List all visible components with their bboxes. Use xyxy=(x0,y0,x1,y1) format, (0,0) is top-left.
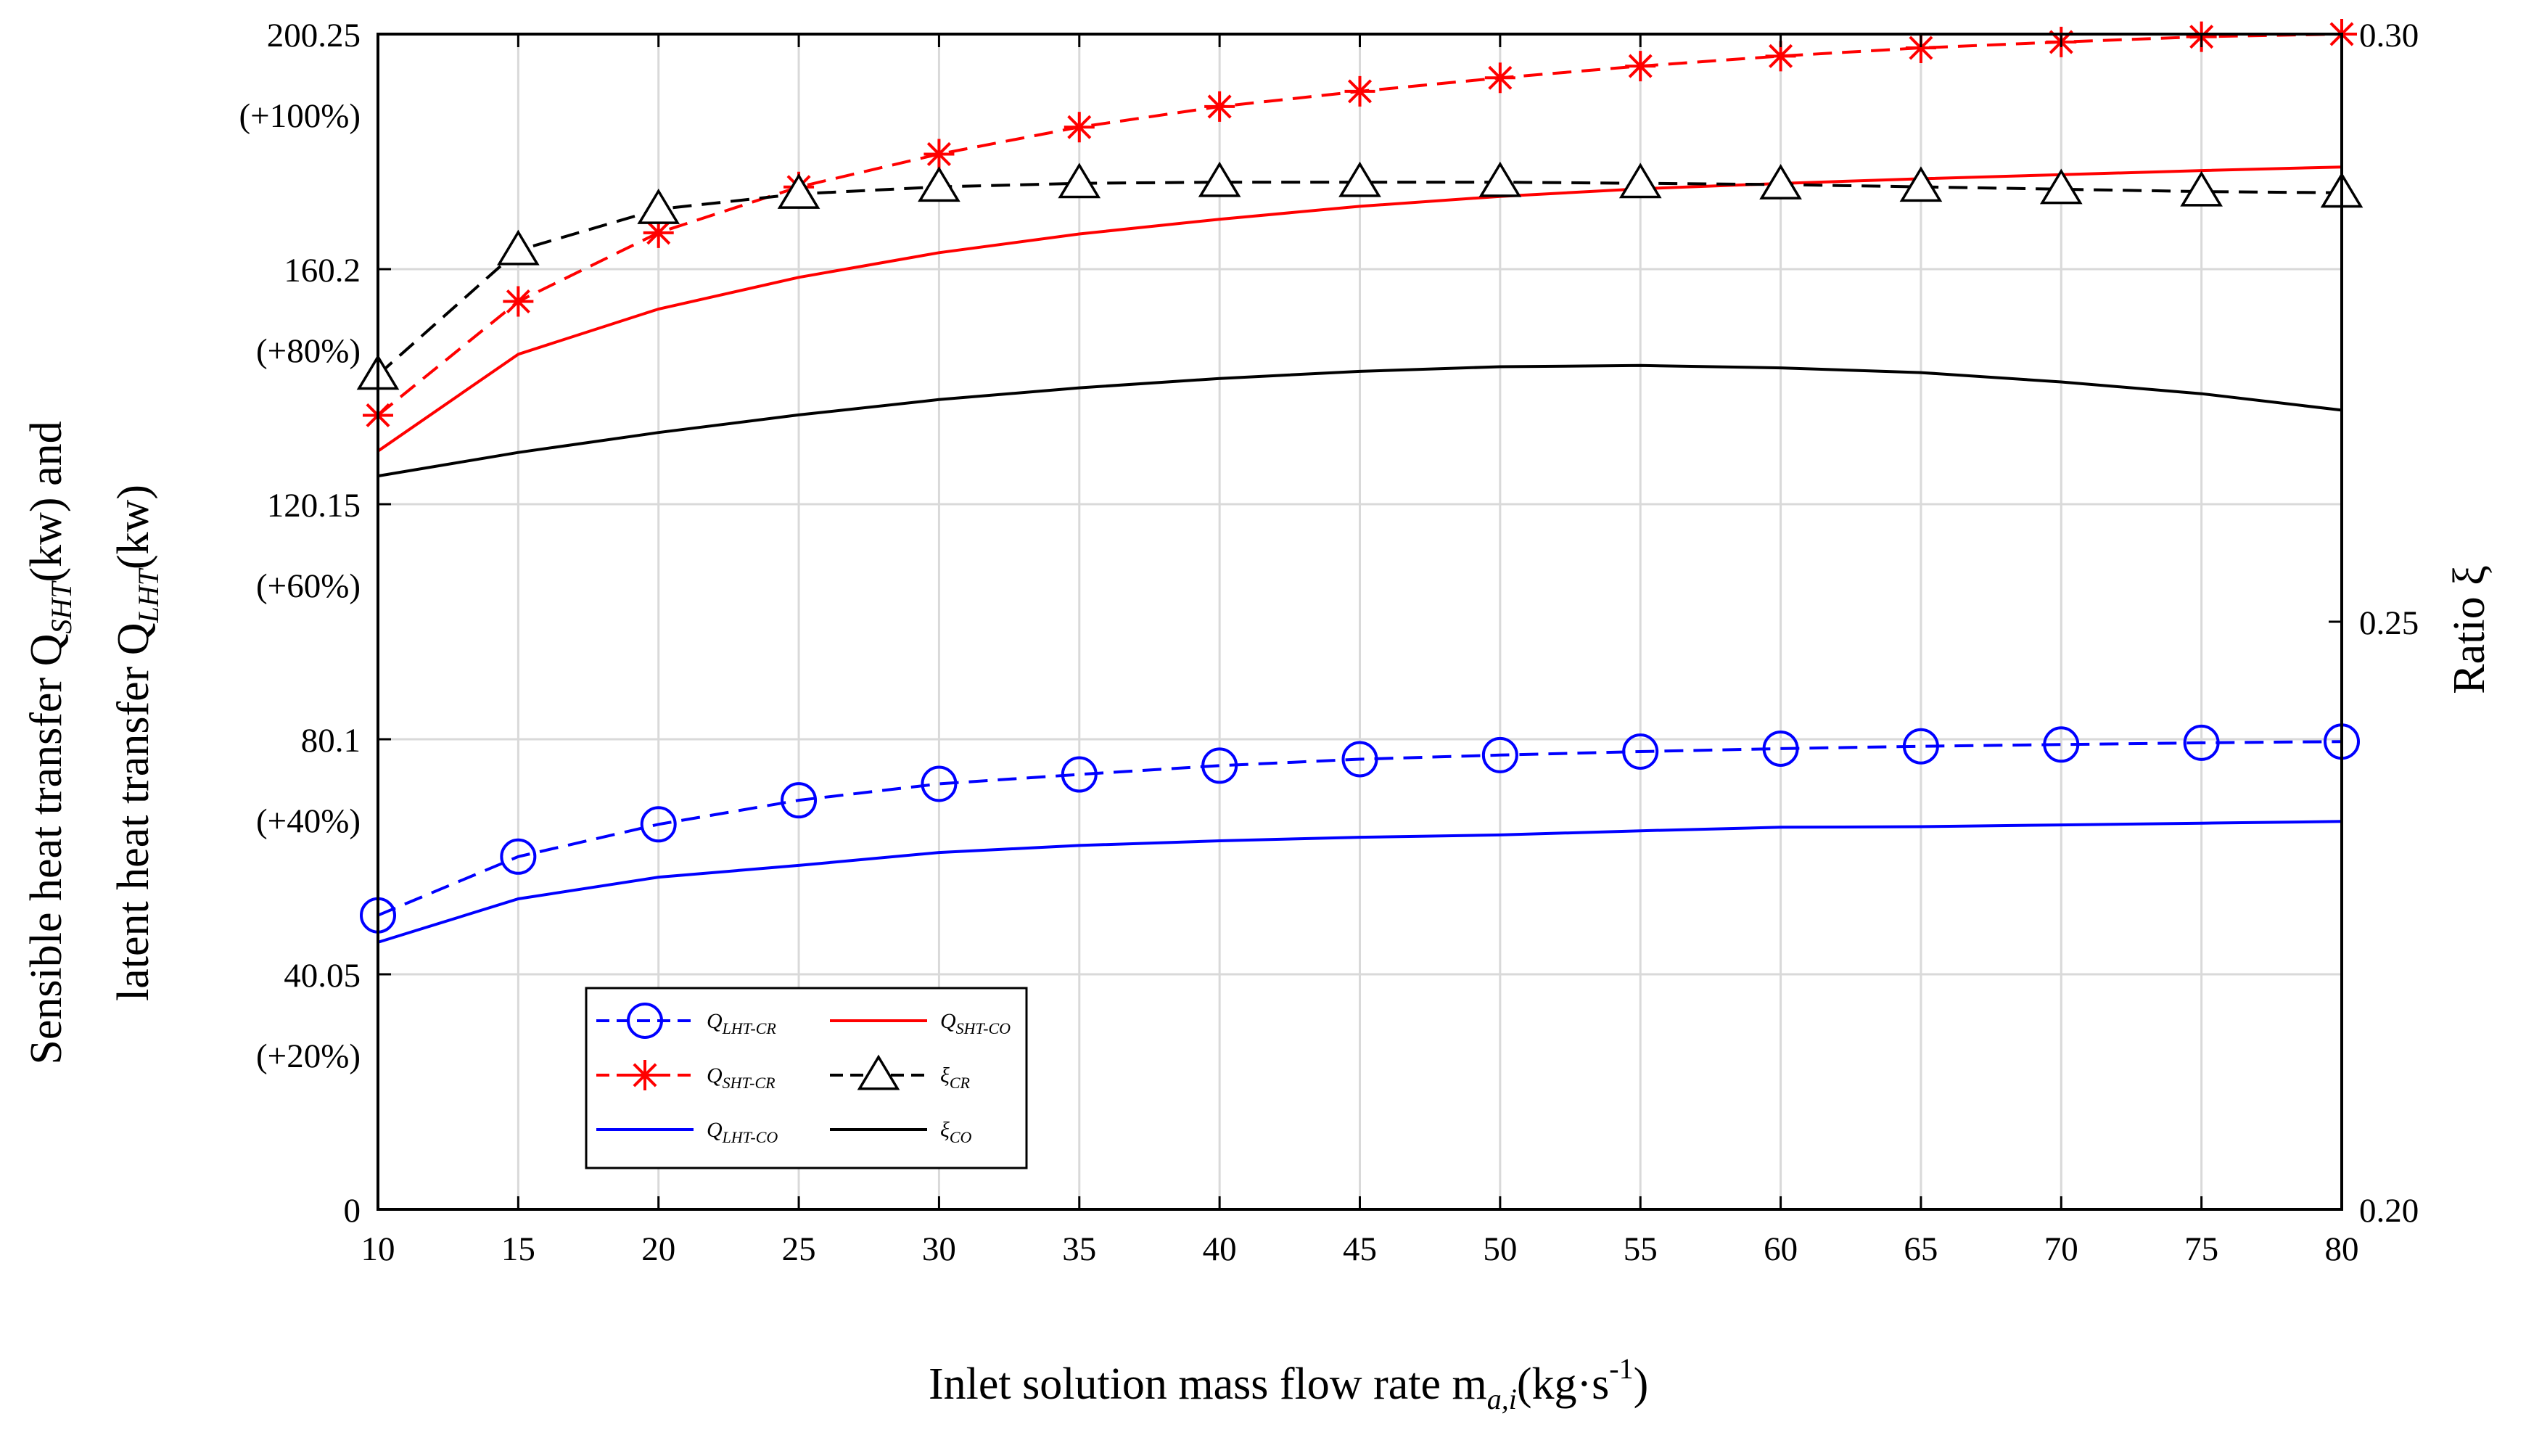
legend-label-xi_cr: ξCR xyxy=(940,1064,971,1092)
x-tick-label: 35 xyxy=(1062,1230,1096,1268)
legend-label-q_sht_co: QSHT-CO xyxy=(940,1009,1011,1037)
grid xyxy=(377,33,2343,1211)
legend-label-q_lht_cr: QLHT-CR xyxy=(707,1009,776,1037)
y-right-tick-label: 0.20 xyxy=(2359,1192,2419,1230)
y-left-tick-label: 40.05 xyxy=(284,957,361,995)
x-tick-label: 55 xyxy=(1624,1230,1658,1268)
data-point-q_lht_cr xyxy=(1201,747,1238,784)
y-left-tick-label: 160.2 xyxy=(284,252,361,289)
data-point-q_lht_cr xyxy=(640,806,677,843)
legend-marker-xi_cr xyxy=(857,1054,900,1090)
y-left-tick-percent: (+20%) xyxy=(256,1037,361,1075)
data-point-xi_cr xyxy=(2180,170,2223,207)
x-tick-label: 60 xyxy=(1764,1230,1798,1268)
legend-marker-q_sht_cr xyxy=(630,1060,660,1090)
data-point-q_lht_cr xyxy=(1762,730,1799,767)
x-tick-label: 30 xyxy=(922,1230,956,1268)
series-line-xi_cr xyxy=(377,181,2342,377)
data-point-q_lht_cr xyxy=(500,838,537,875)
data-point-q_lht_cr xyxy=(1622,733,1659,770)
data-point-q_sht_cr xyxy=(1064,112,1095,143)
y-left-tick-percent: (+80%) xyxy=(256,332,361,370)
data-point-q_sht_cr xyxy=(643,217,674,248)
legend: QLHT-CR QSHT-CO QSHT-CR ξCR QLHT-CO ξCO xyxy=(585,987,1028,1169)
y-left-title-line2: latent heat transfer QLHT(kw) xyxy=(109,485,165,1001)
y-left-tick-percent: (+100%) xyxy=(239,97,361,135)
data-point-q_sht_cr xyxy=(1625,51,1656,82)
data-point-xi_cr xyxy=(1899,166,1943,202)
legend-label-xi_co: ξCO xyxy=(940,1118,972,1146)
x-tick-label: 65 xyxy=(1904,1230,1938,1268)
x-tick-label: 80 xyxy=(2325,1230,2359,1268)
x-tick-label: 20 xyxy=(641,1230,675,1268)
data-point-q_lht_cr xyxy=(1902,728,1939,765)
y-left-tick-percent: (+60%) xyxy=(256,567,361,605)
data-point-xi_cr xyxy=(1058,163,1101,199)
tick-marks xyxy=(377,33,2343,1211)
data-point-xi_cr xyxy=(2039,168,2083,205)
data-point-xi_cr xyxy=(637,188,680,224)
data-point-q_lht_cr xyxy=(1061,756,1098,793)
data-point-xi_cr xyxy=(1478,161,1522,197)
data-point-xi_cr xyxy=(777,173,820,209)
data-point-q_lht_cr xyxy=(1341,741,1378,778)
data-point-xi_cr xyxy=(918,166,960,202)
data-point-xi_cr xyxy=(1198,161,1241,197)
legend-box xyxy=(585,987,1028,1169)
data-point-xi_cr xyxy=(1618,163,1662,199)
y-left-tick-label: 0 xyxy=(344,1192,361,1230)
data-point-q_lht_cr xyxy=(2183,724,2220,761)
legend-marker-q_lht_cr xyxy=(627,1003,663,1039)
x-tick-label: 10 xyxy=(361,1230,395,1268)
y-left-tick-percent: (+40%) xyxy=(256,802,361,840)
data-point-q_sht_cr xyxy=(1765,41,1796,72)
series-q_lht_co xyxy=(377,820,2342,944)
x-tick-label: 25 xyxy=(782,1230,816,1268)
series-line-xi_co xyxy=(377,363,2342,478)
series-xi_cr xyxy=(356,161,2364,390)
series-line-q_sht_co xyxy=(377,165,2342,453)
data-point-q_sht_cr xyxy=(923,139,955,170)
data-point-xi_cr xyxy=(497,229,540,266)
series-line-q_lht_cr xyxy=(377,740,2342,917)
series-xi_co xyxy=(377,363,2342,478)
y-left-tick-label: 120.15 xyxy=(267,487,361,525)
x-tick-label: 45 xyxy=(1343,1230,1377,1268)
x-tick-label: 75 xyxy=(2184,1230,2218,1268)
x-tick-label: 40 xyxy=(1203,1230,1237,1268)
y-left-tick-label: 200.25 xyxy=(267,17,361,54)
y-left-title-line1: Sensible heat transfer QSHT(kw) and xyxy=(22,421,78,1064)
y-right-title: Ratio ξ xyxy=(2445,565,2494,694)
data-point-q_sht_cr xyxy=(1484,62,1515,94)
data-point-xi_cr xyxy=(1338,161,1381,197)
data-point-q_sht_cr xyxy=(1344,75,1375,107)
tick-labels: 10 15 20 25 30 35 40 45 50 55 60 65 70 75 80 0 40.05 (+20… xyxy=(239,17,2419,1268)
data-point-q_lht_cr xyxy=(1481,736,1518,773)
legend-label-q_sht_cr: QSHT-CR xyxy=(707,1064,776,1092)
y-left-tick-label: 80.1 xyxy=(301,722,361,760)
data-point-q_sht_cr xyxy=(1905,33,1936,64)
data-point-q_sht_cr xyxy=(503,286,534,317)
x-axis-title: Inlet solution mass flow rate ma,i(kg·s-… xyxy=(929,1352,1648,1415)
y-right-tick-label: 0.30 xyxy=(2359,17,2419,54)
data-point-q_lht_cr xyxy=(2043,726,2080,763)
data-point-q_lht_cr xyxy=(781,782,818,819)
data-point-q_lht_cr xyxy=(921,765,958,802)
data-point-xi_cr xyxy=(1759,163,1802,200)
series-q_sht_co xyxy=(377,165,2342,453)
series-line-q_lht_co xyxy=(377,820,2342,944)
legend-label-q_lht_co: QLHT-CO xyxy=(707,1118,778,1146)
data-point-q_sht_cr xyxy=(1204,91,1235,122)
y-right-tick-label: 0.25 xyxy=(2359,604,2419,642)
x-tick-label: 15 xyxy=(501,1230,535,1268)
x-tick-label: 70 xyxy=(2044,1230,2078,1268)
x-tick-label: 50 xyxy=(1483,1230,1517,1268)
